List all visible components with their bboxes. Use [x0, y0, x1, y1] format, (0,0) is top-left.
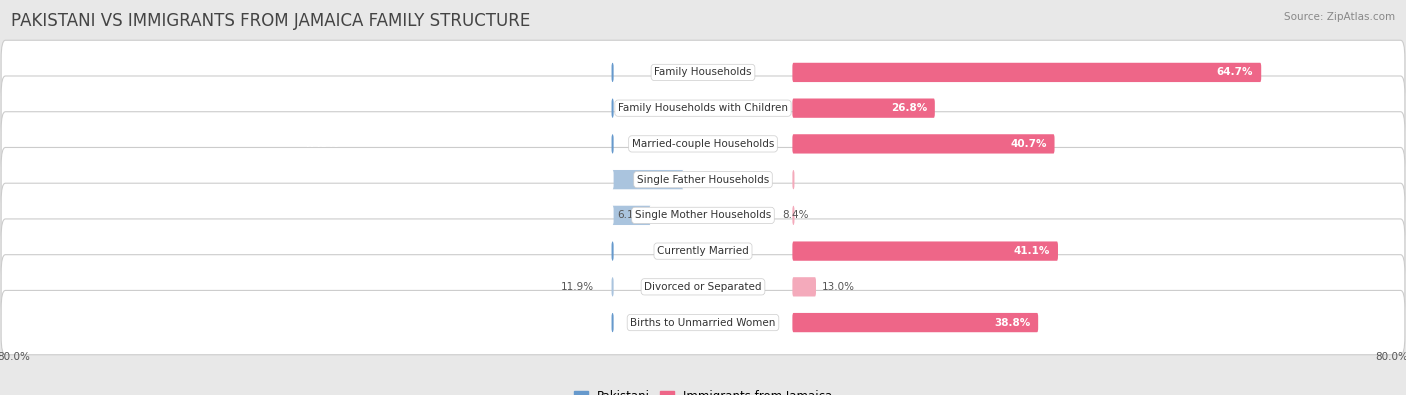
Text: Source: ZipAtlas.com: Source: ZipAtlas.com — [1284, 12, 1395, 22]
FancyBboxPatch shape — [793, 170, 794, 189]
FancyBboxPatch shape — [1, 183, 1405, 248]
FancyBboxPatch shape — [793, 98, 935, 118]
Text: Family Households: Family Households — [654, 68, 752, 77]
Text: 11.9%: 11.9% — [561, 282, 593, 292]
Text: 41.1%: 41.1% — [1014, 246, 1050, 256]
Text: Currently Married: Currently Married — [657, 246, 749, 256]
FancyBboxPatch shape — [1, 112, 1405, 176]
FancyBboxPatch shape — [612, 241, 613, 261]
FancyBboxPatch shape — [1, 147, 1405, 212]
FancyBboxPatch shape — [793, 277, 815, 297]
Text: 47.3%: 47.3% — [302, 139, 339, 149]
Legend: Pakistani, Immigrants from Jamaica: Pakistani, Immigrants from Jamaica — [569, 385, 837, 395]
FancyBboxPatch shape — [793, 134, 1054, 154]
FancyBboxPatch shape — [793, 206, 794, 225]
Text: 27.9%: 27.9% — [470, 103, 506, 113]
FancyBboxPatch shape — [793, 241, 1057, 261]
FancyBboxPatch shape — [793, 63, 1261, 82]
FancyBboxPatch shape — [612, 98, 613, 118]
Text: Single Father Households: Single Father Households — [637, 175, 769, 184]
Text: 30.5%: 30.5% — [447, 318, 484, 327]
Text: PAKISTANI VS IMMIGRANTS FROM JAMAICA FAMILY STRUCTURE: PAKISTANI VS IMMIGRANTS FROM JAMAICA FAM… — [11, 12, 530, 30]
Text: 2.3%: 2.3% — [650, 175, 676, 184]
FancyBboxPatch shape — [612, 277, 613, 297]
Text: 6.1%: 6.1% — [617, 211, 644, 220]
Text: 38.8%: 38.8% — [994, 318, 1031, 327]
Text: Family Households with Children: Family Households with Children — [619, 103, 787, 113]
Text: Single Mother Households: Single Mother Households — [636, 211, 770, 220]
Text: 8.4%: 8.4% — [782, 211, 808, 220]
Text: 64.7%: 64.7% — [1216, 68, 1253, 77]
Text: 13.0%: 13.0% — [823, 282, 855, 292]
FancyBboxPatch shape — [1, 76, 1405, 140]
FancyBboxPatch shape — [1, 255, 1405, 319]
Text: Births to Unmarried Women: Births to Unmarried Women — [630, 318, 776, 327]
Text: 64.7%: 64.7% — [153, 68, 190, 77]
Text: 26.8%: 26.8% — [890, 103, 927, 113]
FancyBboxPatch shape — [613, 206, 651, 225]
Text: Divorced or Separated: Divorced or Separated — [644, 282, 762, 292]
FancyBboxPatch shape — [613, 170, 683, 189]
FancyBboxPatch shape — [1, 40, 1405, 105]
Text: 47.2%: 47.2% — [304, 246, 340, 256]
FancyBboxPatch shape — [1, 219, 1405, 283]
Text: Married-couple Households: Married-couple Households — [631, 139, 775, 149]
FancyBboxPatch shape — [612, 63, 613, 82]
Text: 2.3%: 2.3% — [730, 175, 756, 184]
Text: 40.7%: 40.7% — [1010, 139, 1046, 149]
FancyBboxPatch shape — [612, 313, 613, 332]
FancyBboxPatch shape — [793, 313, 1038, 332]
FancyBboxPatch shape — [612, 134, 613, 154]
FancyBboxPatch shape — [1, 290, 1405, 355]
